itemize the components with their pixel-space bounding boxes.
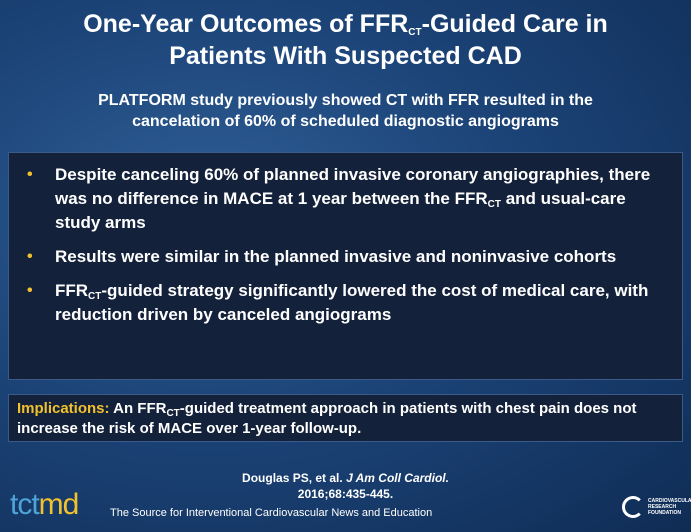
implications-text: An FFR (109, 400, 167, 417)
crf-mark-icon (622, 496, 644, 518)
crf-logo-text: CARDIOVASCULAR RESEARCH FOUNDATION (648, 498, 691, 516)
citation-line-1: Douglas PS, et al. J Am Coll Cardiol. (0, 470, 691, 486)
implications-subscript: CT (166, 408, 180, 419)
bullet-text: Despite canceling 60% of planned invasiv… (55, 165, 651, 208)
bullet-item: • Results were similar in the planned in… (27, 245, 668, 269)
citation: Douglas PS, et al. J Am Coll Cardiol. 20… (0, 470, 691, 502)
bullet-dot-icon: • (27, 282, 33, 299)
bullet-text: and usual-care study arms (55, 189, 626, 232)
title-subscript: CT (408, 27, 422, 38)
slide-subtitle: PLATFORM study previously showed CT with… (0, 90, 691, 132)
bullet-list-box: • Despite canceling 60% of planned invas… (8, 152, 683, 380)
logo-tct: tct (10, 488, 40, 521)
citation-journal: J Am Coll Cardiol. (346, 471, 449, 485)
title-text: One-Year Outcomes of FFR (83, 10, 409, 38)
bullet-text: FFR (55, 281, 89, 300)
bullet-item: • FFRCT-guided strategy significantly lo… (27, 279, 668, 327)
citation-line-2: 2016;68:435-445. (297, 487, 394, 501)
logo-md: md (38, 488, 80, 521)
title-line-1: One-Year Outcomes of FFRCT-Guided Care i… (0, 8, 691, 40)
citation-authors: Douglas PS, et al. (242, 471, 347, 485)
implications-box: Implications: An FFRCT-guided treatment … (8, 394, 683, 442)
implications-text: -guided treatment approach in patients w… (17, 400, 637, 437)
tctmd-logo: tctmd (10, 488, 80, 522)
subtitle-line-2: cancelation of 60% of scheduled diagnost… (132, 113, 559, 130)
footer-tagline: The Source for Interventional Cardiovasc… (110, 507, 433, 519)
bullet-item: • Despite canceling 60% of planned invas… (27, 163, 668, 235)
crf-logo: CARDIOVASCULAR RESEARCH FOUNDATION (622, 496, 691, 518)
bullet-subscript: CT (88, 291, 102, 302)
implications-label: Implications: (17, 400, 110, 417)
title-text: -Guided Care in (421, 10, 608, 38)
bullet-dot-icon: • (27, 166, 33, 183)
subtitle-line-1: PLATFORM study previously showed CT with… (98, 92, 593, 109)
bullet-dot-icon: • (27, 248, 33, 265)
title-line-2: Patients With Suspected CAD (169, 42, 522, 70)
bullet-text: -guided strategy significantly lowered t… (55, 281, 649, 324)
bullet-text: Results were similar in the planned inva… (55, 247, 617, 266)
bullet-subscript: CT (487, 199, 501, 210)
slide-title: One-Year Outcomes of FFRCT-Guided Care i… (0, 8, 691, 72)
